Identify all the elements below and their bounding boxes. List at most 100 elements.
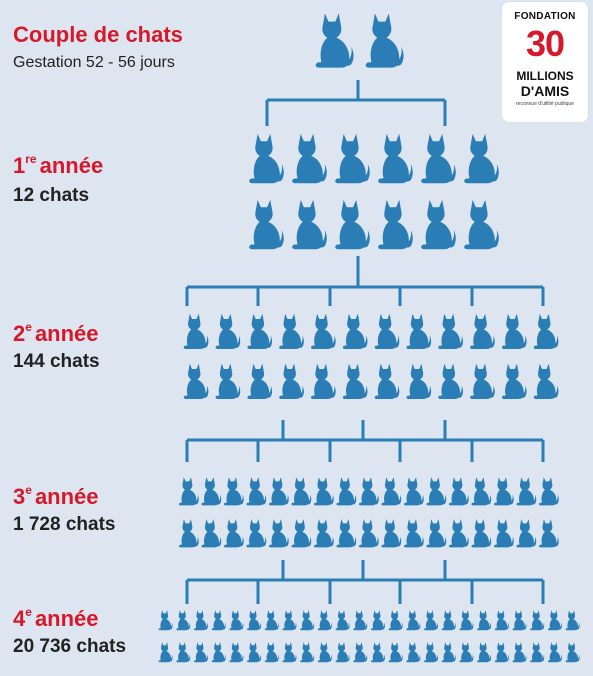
year-2-cat-icon — [279, 313, 304, 349]
year-3-cat-icon — [471, 477, 492, 506]
year-3-cat-icon — [538, 477, 559, 506]
year-3-cat-icon — [538, 519, 559, 548]
year-4-cat-icon — [229, 642, 244, 663]
parent-cat-icon — [315, 13, 354, 68]
year-3-cat-icon — [223, 477, 244, 506]
year-3-cat-icon — [268, 477, 289, 506]
year-4-label: 4e année — [13, 605, 99, 631]
year-1-cat-icon — [335, 199, 370, 250]
year-3-cat-icon — [178, 519, 199, 548]
year-1-cat-icon — [421, 199, 456, 250]
year-3-cat-icon — [403, 519, 424, 548]
year-4-cat-icon — [459, 642, 474, 663]
year-4-cat-icon — [530, 610, 545, 631]
year-2-cat-icon — [342, 313, 368, 349]
year-3-cat-icon — [246, 477, 267, 506]
year-1-cat-icon — [464, 199, 499, 250]
year-4-cat-icon — [193, 642, 208, 663]
year-2-count: 144 chats — [13, 351, 100, 372]
year-3-cat-icon — [426, 519, 447, 548]
year-1-cat-icon — [378, 133, 413, 184]
year-3-cat-icon — [381, 477, 402, 506]
year-1-label: 1re année — [13, 152, 104, 178]
year-2-cat-icon — [438, 363, 463, 399]
year-4-cat-icon — [530, 642, 545, 663]
fondation-30-millions-damis-logo: FONDATION 30 MILLIONS D'AMIS reconnue d'… — [502, 2, 588, 122]
year-4-cat-icon — [264, 610, 279, 631]
year-4-cat-icon — [335, 610, 350, 631]
tree-connectors — [185, 80, 545, 604]
year-2-cat-icon — [501, 363, 527, 399]
year-4-cat-icon — [370, 610, 385, 631]
year-2-cat-icon — [533, 313, 559, 349]
year-3-cat-icon — [493, 519, 514, 548]
logo-damis-text: D'AMIS — [520, 83, 570, 99]
year-3-cat-icon — [516, 477, 537, 506]
year-2-cat-icon — [279, 363, 304, 399]
year-2-cat-icon — [533, 363, 559, 399]
year-4-cat-icon — [424, 610, 439, 631]
year-4-cat-icon — [424, 642, 439, 663]
year-3-count: 1 728 chats — [13, 514, 116, 535]
year-3-cat-icon — [178, 477, 199, 506]
year-4-cat-icon — [441, 642, 456, 663]
year-2-cat-icon — [310, 363, 336, 399]
year-2-cat-icon — [183, 363, 209, 399]
year-4-cat-icon — [406, 642, 421, 663]
year-4-cat-icon — [547, 610, 562, 631]
year-3-cat-icon — [223, 519, 244, 548]
year-4-cat-icon — [282, 610, 297, 631]
year-2-cat-icon — [183, 313, 209, 349]
logo-number: 30 — [525, 23, 565, 64]
logo-fondation-text: FONDATION — [514, 11, 576, 22]
year-2-cat-icon — [310, 313, 336, 349]
year-4-cat-icon — [565, 610, 580, 631]
year-2-cat-icon — [374, 363, 400, 399]
year-4-cat-icon — [477, 642, 492, 663]
year-1-cat-icon — [249, 199, 284, 250]
year-4-cat-icon — [211, 610, 226, 631]
logo-millions-text: MILLIONS — [516, 69, 574, 83]
year-4-cat-icon — [477, 610, 492, 631]
year-2-cat-icon — [215, 313, 241, 349]
year-4-cat-icon — [247, 642, 262, 663]
year-3-cat-icon — [516, 519, 537, 548]
year-1-cat-icon — [335, 133, 370, 184]
year-4-cat-icon — [317, 610, 332, 631]
parent-cat-icon — [365, 13, 404, 68]
year-1-cat-icon — [464, 133, 499, 184]
year-3-cat-icon — [268, 519, 289, 548]
year-4-cat-icon — [176, 610, 191, 631]
year-3-cat-icon — [313, 477, 334, 506]
year-2-cat-icon — [406, 363, 432, 399]
year-3-cat-icon — [246, 519, 267, 548]
year-4-cat-icon — [211, 642, 226, 663]
year-4-count: 20 736 chats — [13, 636, 127, 657]
page-subtitle: Gestation 52 - 56 jours — [13, 54, 175, 71]
year-1-cat-icon — [292, 133, 327, 184]
year-4-cat-icon — [494, 610, 509, 631]
year-4-cat-icon — [406, 610, 421, 631]
year-3-cat-icon — [336, 477, 357, 506]
year-3-cat-icon — [313, 519, 334, 548]
logo-tagline: reconnue d'utilité publique — [516, 101, 574, 107]
year-3-cat-icon — [403, 477, 424, 506]
year-1-cat-icon — [249, 133, 284, 184]
year-3-cat-icon — [358, 519, 379, 548]
year-4-cat-icon — [353, 610, 368, 631]
year-2-cat-icon — [470, 313, 495, 349]
year-2-cat-icon — [470, 363, 495, 399]
year-4-cat-icon — [158, 642, 173, 663]
year-4-cat-icon — [176, 642, 191, 663]
year-2-cat-icon — [247, 363, 273, 399]
page-title: Couple de chats — [13, 22, 183, 47]
year-4-cat-icon — [282, 642, 297, 663]
year-3-cat-icon — [426, 477, 447, 506]
year-4-cat-icon — [300, 642, 315, 663]
year-4-cat-icon — [229, 610, 244, 631]
year-4-cat-icon — [264, 642, 279, 663]
year-3-label: 3e année — [13, 483, 99, 509]
year-4-cat-icon — [388, 642, 403, 663]
year-2-cat-icon — [501, 313, 527, 349]
